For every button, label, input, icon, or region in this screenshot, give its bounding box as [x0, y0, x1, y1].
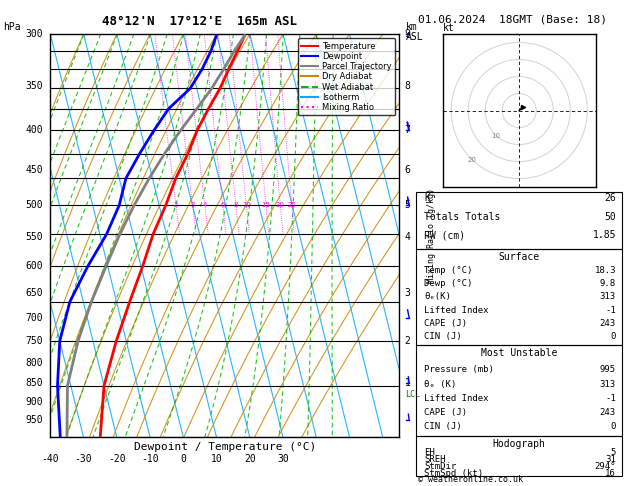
Text: 10: 10 — [491, 133, 500, 139]
Text: 01.06.2024  18GMT (Base: 18): 01.06.2024 18GMT (Base: 18) — [418, 15, 607, 25]
Text: Surface: Surface — [498, 252, 540, 261]
Text: 10: 10 — [242, 202, 251, 208]
Text: K: K — [424, 193, 430, 204]
Text: 2: 2 — [404, 336, 411, 346]
Text: 900: 900 — [25, 397, 43, 407]
Text: StmSpd (kt): StmSpd (kt) — [424, 469, 483, 478]
Text: 20: 20 — [467, 156, 476, 163]
Text: EH: EH — [424, 448, 435, 457]
Text: 1: 1 — [404, 378, 411, 388]
Text: 5: 5 — [611, 448, 616, 457]
Text: kt: kt — [443, 23, 454, 33]
Text: 15: 15 — [262, 202, 270, 208]
Text: -30: -30 — [75, 453, 92, 464]
Text: 4: 4 — [203, 202, 207, 208]
Bar — [416, 192, 622, 249]
Text: 400: 400 — [25, 125, 43, 136]
Text: 800: 800 — [25, 358, 43, 367]
Text: Dewp (°C): Dewp (°C) — [424, 279, 472, 288]
Text: 294°: 294° — [594, 462, 616, 471]
Text: 16: 16 — [605, 469, 616, 478]
Text: 2: 2 — [174, 202, 178, 208]
Text: 30: 30 — [277, 453, 289, 464]
Text: 25: 25 — [287, 202, 296, 208]
Text: 550: 550 — [25, 232, 43, 242]
Text: CAPE (J): CAPE (J) — [424, 319, 467, 328]
Text: 48°12'N  17°12'E  165m ASL: 48°12'N 17°12'E 165m ASL — [102, 15, 298, 28]
Text: 300: 300 — [25, 29, 43, 39]
Text: -20: -20 — [108, 453, 126, 464]
Text: 1.85: 1.85 — [593, 230, 616, 241]
Text: 600: 600 — [25, 261, 43, 271]
Text: -40: -40 — [42, 453, 59, 464]
Text: SREH: SREH — [424, 455, 445, 464]
Text: 9: 9 — [404, 29, 411, 39]
Text: 18.3: 18.3 — [594, 266, 616, 275]
Text: 750: 750 — [25, 336, 43, 346]
Text: ASL: ASL — [406, 32, 423, 42]
Text: 26: 26 — [604, 193, 616, 204]
Text: 4: 4 — [404, 232, 411, 242]
Text: Pressure (mb): Pressure (mb) — [424, 365, 494, 374]
Text: 950: 950 — [25, 415, 43, 425]
Text: 5: 5 — [404, 200, 411, 210]
Text: 313: 313 — [600, 293, 616, 301]
Text: 243: 243 — [600, 319, 616, 328]
Text: 7: 7 — [404, 125, 411, 136]
Text: -1: -1 — [605, 306, 616, 315]
Text: CIN (J): CIN (J) — [424, 422, 462, 431]
Legend: Temperature, Dewpoint, Parcel Trajectory, Dry Adiabat, Wet Adiabat, Isotherm, Mi: Temperature, Dewpoint, Parcel Trajectory… — [298, 38, 395, 115]
Text: 31: 31 — [605, 455, 616, 464]
Text: 6: 6 — [404, 165, 411, 175]
Text: 450: 450 — [25, 165, 43, 175]
Text: PW (cm): PW (cm) — [424, 230, 465, 241]
Text: Lifted Index: Lifted Index — [424, 394, 489, 403]
Text: 313: 313 — [600, 380, 616, 389]
Text: 243: 243 — [600, 408, 616, 417]
Text: 650: 650 — [25, 288, 43, 298]
Text: 0: 0 — [611, 332, 616, 341]
Text: -1: -1 — [605, 394, 616, 403]
Text: 850: 850 — [25, 378, 43, 388]
Text: Mixing Ratio (g/kg): Mixing Ratio (g/kg) — [427, 188, 437, 283]
Text: LCL: LCL — [404, 390, 420, 399]
Text: 6: 6 — [220, 202, 225, 208]
Text: 3: 3 — [404, 288, 411, 298]
Text: 8: 8 — [404, 81, 411, 91]
Bar — [416, 249, 622, 346]
X-axis label: Dewpoint / Temperature (°C): Dewpoint / Temperature (°C) — [134, 442, 316, 451]
Text: 0: 0 — [181, 453, 186, 464]
Text: CIN (J): CIN (J) — [424, 332, 462, 341]
Text: 500: 500 — [25, 200, 43, 210]
Text: 350: 350 — [25, 81, 43, 91]
Text: Most Unstable: Most Unstable — [481, 348, 557, 358]
Text: 995: 995 — [600, 365, 616, 374]
Text: StmDir: StmDir — [424, 462, 456, 471]
Text: Hodograph: Hodograph — [493, 439, 545, 450]
Text: -10: -10 — [142, 453, 159, 464]
Text: 0: 0 — [611, 422, 616, 431]
Text: 20: 20 — [244, 453, 255, 464]
Text: 10: 10 — [211, 453, 223, 464]
Text: 700: 700 — [25, 313, 43, 323]
Text: CAPE (J): CAPE (J) — [424, 408, 467, 417]
Bar — [416, 346, 622, 436]
Text: 3: 3 — [191, 202, 195, 208]
Text: Totals Totals: Totals Totals — [424, 212, 501, 222]
Text: km: km — [406, 22, 418, 32]
Text: θₑ (K): θₑ (K) — [424, 380, 456, 389]
Text: 9.8: 9.8 — [600, 279, 616, 288]
Text: 8: 8 — [233, 202, 238, 208]
Text: Temp (°C): Temp (°C) — [424, 266, 472, 275]
Text: © weatheronline.co.uk: © weatheronline.co.uk — [418, 474, 523, 484]
Bar — [416, 436, 622, 476]
Text: Lifted Index: Lifted Index — [424, 306, 489, 315]
Text: θₑ(K): θₑ(K) — [424, 293, 451, 301]
Text: hPa: hPa — [3, 22, 21, 32]
Text: 20: 20 — [276, 202, 285, 208]
Text: 50: 50 — [604, 212, 616, 222]
